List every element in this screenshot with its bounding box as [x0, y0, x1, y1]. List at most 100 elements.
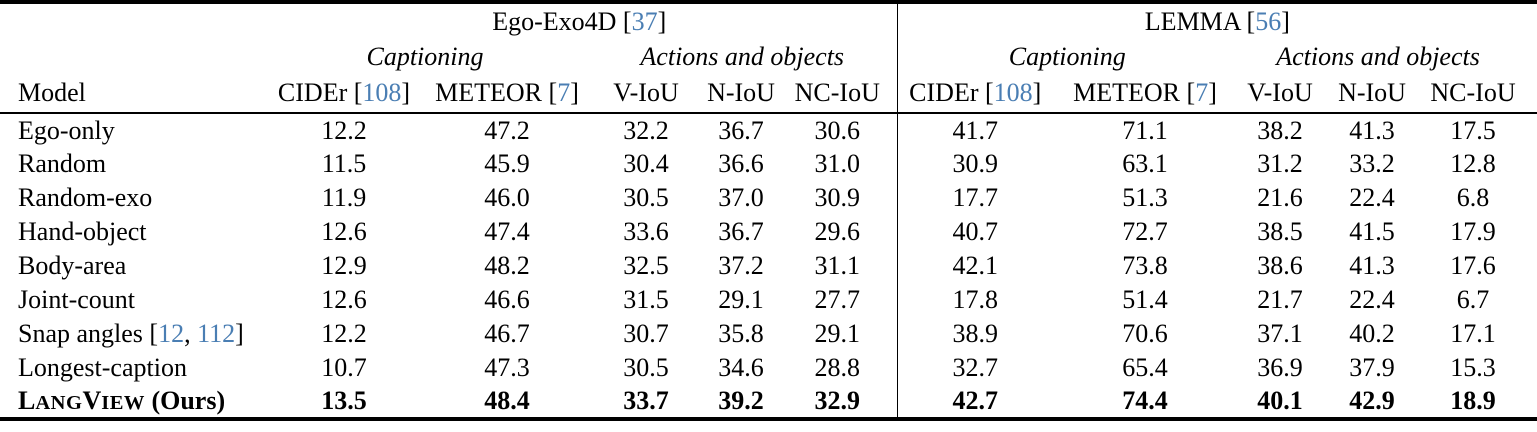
metric-value-cell: 41.3 [1349, 115, 1395, 145]
metric-value-cell: 17.7 [952, 183, 999, 212]
metric-value-cell: 32.5 [623, 251, 669, 280]
text-run: V-IoU [613, 77, 679, 107]
text-run: ang [35, 392, 83, 414]
citation-link[interactable]: 108 [362, 77, 402, 107]
metric-value-cell: 12.9 [321, 251, 367, 280]
metric-value-cell: 30.9 [952, 149, 999, 178]
metric-value-cell: 38.2 [1257, 115, 1303, 145]
metric-value-cell: 31.2 [1257, 149, 1303, 178]
text-run: ] [1208, 77, 1217, 107]
metric-value-cell: 21.6 [1257, 183, 1303, 212]
table-row: LangView (Ours) 13.5 48.4 33.7 39.2 32.9… [0, 385, 1537, 419]
text-run: V-IoU [1247, 77, 1313, 107]
metric-value-cell: 72.7 [1122, 217, 1168, 246]
dataset-title-lemma: LEMMA [56] [897, 2, 1537, 40]
header-row-subgroups: Captioning Actions and objects Captionin… [0, 40, 1537, 73]
model-name-cell: Random [0, 147, 262, 181]
metric-value-cell: 65.4 [1122, 353, 1168, 382]
subgroup-captioning-ego: Captioning [366, 41, 484, 71]
metric-value-cell: 28.8 [778, 351, 898, 385]
metric-value-cell: 32.9 [778, 385, 898, 419]
text-run: CIDEr [ [909, 77, 994, 107]
table-row: Hand-object 12.6 47.4 33.6 36.7 29.6 40.… [0, 215, 1537, 249]
metric-value-cell: 22.4 [1349, 285, 1395, 314]
metric-value-cell: 32.2 [623, 115, 669, 145]
text-run: , [184, 319, 198, 348]
table-row: Body-area 12.9 48.2 32.5 37.2 31.1 42.1 … [0, 249, 1537, 283]
metric-value-cell: 12.2 [321, 115, 367, 145]
metric-value-cell: 36.9 [1257, 353, 1303, 382]
metric-value-cell: 21.7 [1257, 285, 1303, 314]
metric-value-cell: 17.6 [1450, 251, 1496, 280]
column-header-viou-ego: V-IoU [588, 73, 704, 114]
column-header-cider-lemma: CIDEr [108] [897, 73, 1053, 114]
text-run: Longest-caption [18, 353, 187, 382]
metric-value-cell: 30.4 [623, 149, 669, 178]
metric-value-cell: 36.7 [718, 115, 764, 145]
table-row: Snap angles [12, 112] 12.2 46.7 30.7 35.… [0, 317, 1537, 351]
metric-value-cell: 47.4 [484, 217, 530, 246]
text-run: Ego-Exo4D [ [492, 7, 632, 36]
text-run: LEMMA [ [1144, 7, 1256, 36]
text-run: ] [1281, 7, 1290, 36]
citation-link[interactable]: 7 [557, 77, 571, 107]
citation-link[interactable]: 12 [158, 319, 185, 348]
citation-link[interactable]: 56 [1255, 7, 1282, 36]
citation-link[interactable]: 108 [993, 77, 1033, 107]
model-name-cell: Ego-only [0, 113, 262, 147]
metric-value-cell: 17.5 [1450, 115, 1496, 145]
metric-value-cell: 38.6 [1257, 251, 1303, 280]
text-run: Body-area [18, 251, 127, 280]
metric-value-cell: 6.8 [1456, 183, 1490, 212]
metric-value-cell: 40.2 [1349, 319, 1395, 348]
column-header-nciou-ego: NC-IoU [778, 73, 898, 114]
empty-cell [0, 40, 262, 73]
metric-value-cell: 48.2 [484, 251, 530, 280]
metric-value-cell: 38.9 [952, 319, 999, 348]
model-name-cell: Random-exo [0, 181, 262, 215]
metric-value-cell: 34.6 [718, 353, 764, 382]
metric-value-cell: 11.5 [321, 149, 367, 178]
header-row-datasets: Ego-Exo4D [37] LEMMA [56] [0, 2, 1537, 40]
metric-value-cell: 38.5 [1257, 217, 1303, 246]
metric-value-cell: 31.1 [778, 249, 898, 283]
metric-value-cell: 27.7 [778, 283, 898, 317]
metric-value-cell: 47.3 [484, 353, 530, 382]
metric-value-cell: 29.1 [718, 285, 764, 314]
paper-results-table-figure: Ego-Exo4D [37] LEMMA [56] Captioning Act… [0, 0, 1537, 421]
text-run: Hand-object [18, 217, 147, 246]
citation-link[interactable]: 112 [197, 319, 236, 348]
text-run: Snap angles [ [18, 319, 159, 348]
metric-value-cell: 32.7 [952, 353, 999, 382]
text-run: METEOR [ [435, 77, 558, 107]
citation-link[interactable]: 37 [631, 7, 658, 36]
citation-link[interactable]: 7 [1195, 77, 1209, 107]
metric-value-cell: 42.9 [1349, 386, 1395, 415]
column-header-nciou-lemma: NC-IoU [1421, 73, 1537, 114]
table-row: Random-exo 11.9 46.0 30.5 37.0 30.9 17.7… [0, 181, 1537, 215]
metric-value-cell: 41.7 [952, 115, 999, 145]
text-run: NC-IoU [794, 77, 880, 107]
metric-value-cell: 17.9 [1450, 217, 1496, 246]
table-row: Joint-count 12.6 46.6 31.5 29.1 27.7 17.… [0, 283, 1537, 317]
text-run: CIDEr [ [277, 77, 363, 107]
subgroup-actions-ego: Actions and objects [588, 40, 898, 73]
metric-value-cell: 30.5 [623, 353, 669, 382]
metric-value-cell: 37.1 [1257, 319, 1303, 348]
metric-value-cell: 18.9 [1450, 386, 1496, 415]
metric-value-cell: 73.8 [1122, 251, 1168, 280]
column-header-meteor-ego: METEOR [7] [426, 73, 588, 114]
metric-value-cell: 22.4 [1349, 183, 1395, 212]
text-run: NC-IoU [1430, 77, 1516, 107]
metric-value-cell: 42.1 [952, 251, 999, 280]
metric-value-cell: 12.6 [321, 285, 367, 314]
table-body: Ego-only 12.2 47.2 32.2 36.7 30.6 41.7 7… [0, 113, 1537, 419]
column-header-niou-lemma: N-IoU [1323, 73, 1421, 114]
metric-value-cell: 12.6 [321, 217, 367, 246]
metric-value-cell: 71.1 [1122, 115, 1168, 145]
metric-value-cell: 46.6 [484, 285, 530, 314]
metric-value-cell: 33.7 [623, 386, 669, 415]
text-run: L [18, 386, 36, 415]
metric-value-cell: 10.7 [321, 353, 367, 382]
metric-value-cell: 30.6 [778, 113, 898, 147]
